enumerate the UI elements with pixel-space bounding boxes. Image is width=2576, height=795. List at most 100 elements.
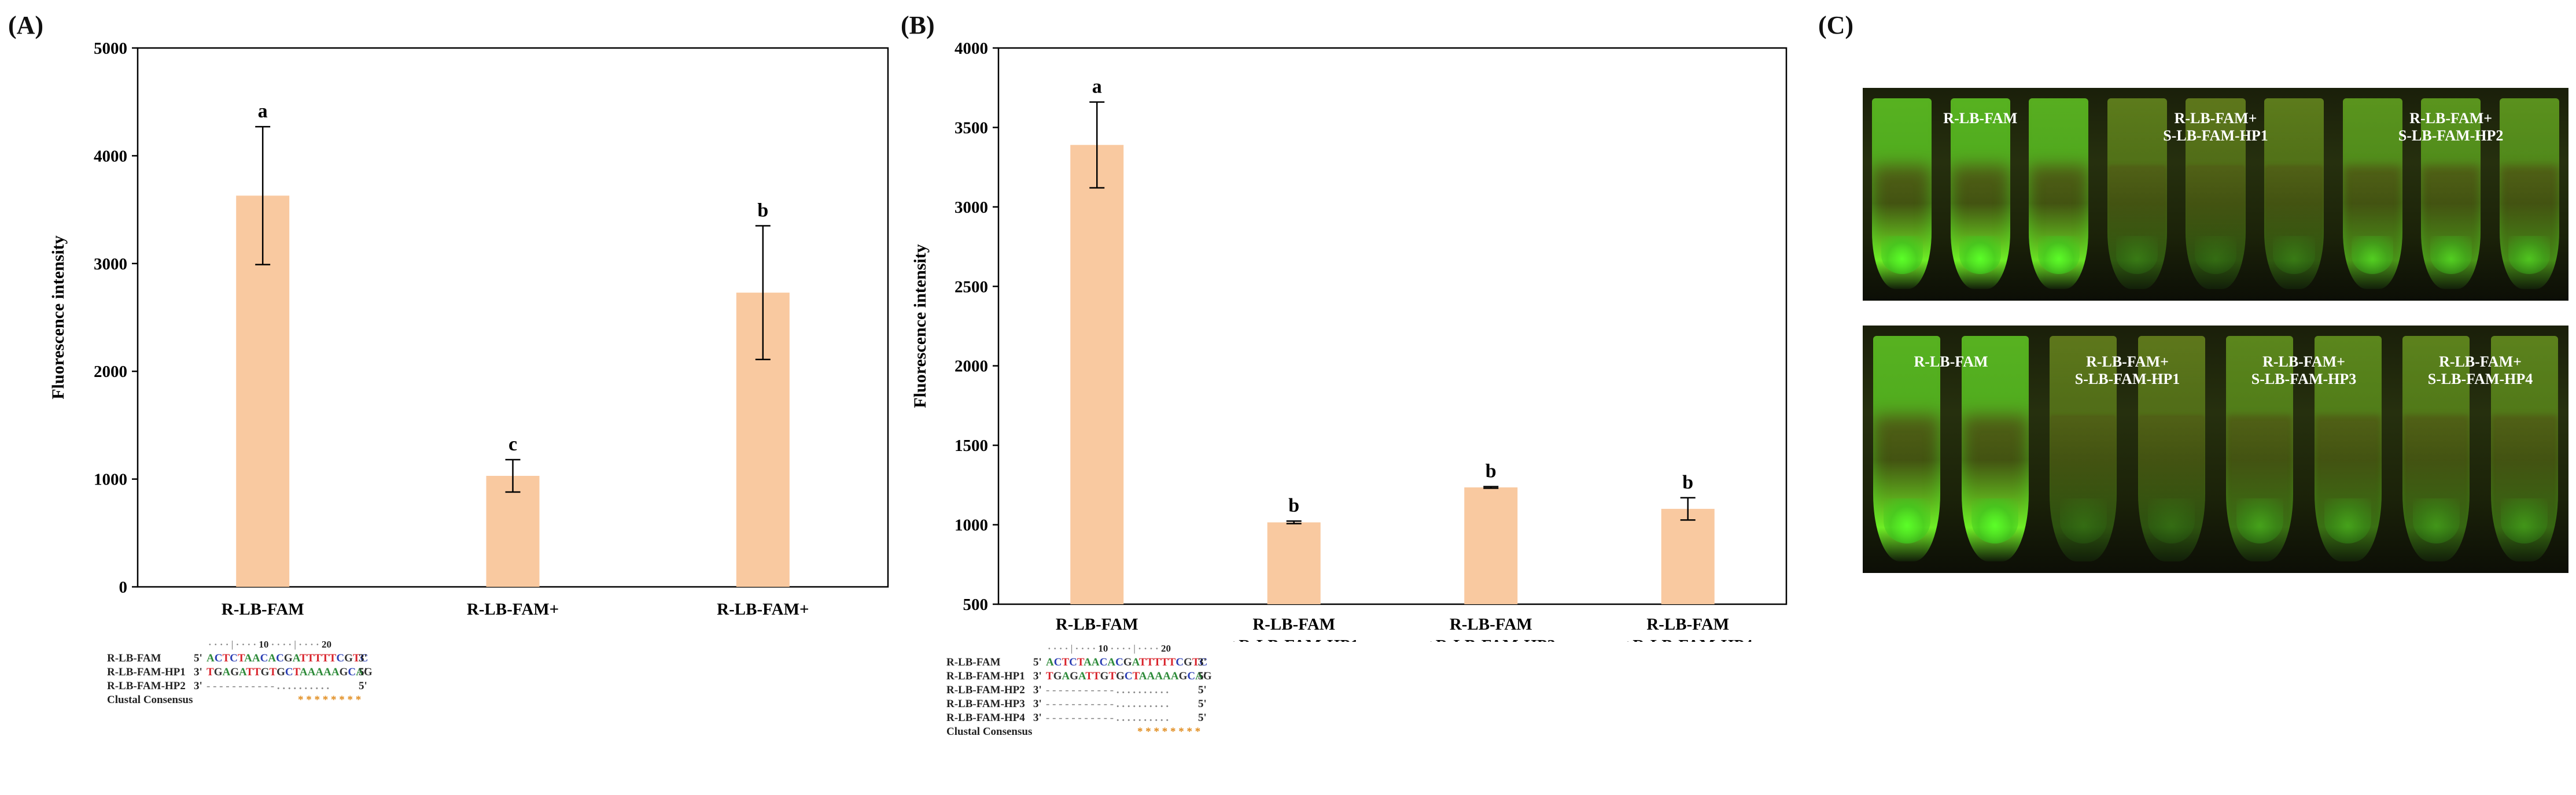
gel-label-line: R-LB-FAM+ — [2174, 110, 2257, 127]
gel-label-line: S-LB-FAM-HP4 — [2427, 371, 2533, 387]
sequence-name: Clustal Consensus — [107, 694, 193, 706]
sequence-suffix: 5' — [1198, 684, 1207, 696]
significance-letter: b — [1288, 495, 1299, 516]
sequence-prefix: 3' — [1033, 712, 1042, 724]
alignment-row: R-LB-FAM 5' ACTCTAACACGATTTTTCGTC 3' — [107, 652, 512, 665]
alignment-row: R-LB-FAM-HP1 3' TGAGATTGTGCTAAAAAGCAG 5' — [946, 670, 1351, 683]
tube-fluorescence — [2148, 498, 2195, 543]
tube-fluorescence — [2430, 235, 2472, 274]
gel-label-line: S-LB-FAM-HP1 — [2163, 127, 2268, 144]
category-label: +R-LB-FAM-HP4 — [1623, 637, 1753, 642]
category-label: +R-LB-FAM-HP3 — [1426, 637, 1556, 642]
alignment-row: R-LB-FAM-HP2 3' - - - - - - - - - - - . . … — [107, 679, 512, 693]
sequence-prefix: 5' — [1033, 656, 1042, 668]
ruler-ticks: · · · · | · · · · — [208, 639, 259, 650]
y-tick-label: 1000 — [94, 471, 127, 489]
tube-fluorescence — [2324, 498, 2372, 543]
gel-label-line: S-LB-FAM-HP3 — [2251, 371, 2357, 387]
category-label: R-LB-FAM-HP1 — [453, 622, 573, 624]
category-label: R-LB-FAM-HP2 — [703, 622, 823, 624]
y-tick-label: 1500 — [955, 437, 988, 455]
alignment-b: · · · · | · · · · 10 · · · · | · · · · 2… — [946, 643, 1421, 782]
sequence-name: Clustal Consensus — [946, 726, 1033, 738]
bar — [1070, 145, 1124, 605]
sequence-prefix: 3' — [194, 680, 202, 692]
ruler-10: 10 — [1098, 643, 1108, 654]
plot-frame — [997, 47, 1788, 605]
sequence-name: R-LB-FAM-HP1 — [107, 666, 186, 678]
alignment-a: · · · · | · · · · 10 · · · · | · · · · 2… — [107, 639, 581, 743]
ruler-ticks: · · · · | · · · · — [268, 639, 322, 650]
alignment-ruler: · · · · | · · · · 10 · · · · | · · · · 2… — [208, 639, 393, 650]
ruler-20: 20 — [321, 639, 331, 650]
sequence-name: R-LB-FAM — [107, 652, 161, 664]
gel-photo-bottom: R-LB-FAM R-LB-FAM+ S-LB-FAM-HP1 R-LB-FAM+ S-… — [1863, 326, 2568, 573]
tube-fluorescence — [1971, 498, 2019, 543]
tube-fluorescence — [2501, 498, 2548, 543]
sequence-text: * * * * * * * * — [298, 694, 362, 706]
tube-fluorescence — [2236, 498, 2283, 543]
tube-fluorescence — [1883, 498, 1930, 543]
bar — [486, 476, 540, 587]
gel-label-line: R-LB-FAM — [1914, 353, 1988, 370]
y-tick-label: 3000 — [955, 198, 988, 217]
tube — [2138, 336, 2205, 561]
y-tick-label: 1000 — [955, 516, 988, 535]
y-tick-label: 2000 — [94, 363, 127, 381]
category-label: R-LB-FAM — [1056, 615, 1138, 634]
sequence-text: TGAGATTGTGCTAAAAAGCAG — [1046, 670, 1212, 682]
sequence-suffix: 3' — [359, 652, 367, 664]
y-tick-label: 500 — [963, 596, 989, 614]
gel-label: R-LB-FAM — [1893, 110, 2067, 127]
tube-fluorescence — [2194, 235, 2237, 274]
alignment-row: Clustal Consensus * * * * * * * * — [107, 693, 512, 707]
gel-label: R-LB-FAM+ S-LB-FAM-HP3 — [2217, 353, 2391, 388]
tube — [2186, 98, 2246, 289]
sequence-text: - - - - - - - - - - - . . . . . . . . . … — [1046, 698, 1169, 710]
sequence-text: - - - - - - - - - - - . . . . . . . . . … — [207, 680, 330, 692]
sequence-prefix: 3' — [1033, 670, 1042, 682]
sequence-prefix: 3' — [194, 666, 202, 678]
y-axis-label: Fluorescence intensity — [49, 235, 68, 400]
alignment-ruler: · · · · | · · · · 10 · · · · | · · · · 2… — [1048, 643, 1233, 655]
sequence-suffix: 5' — [359, 666, 367, 678]
significance-letter: b — [1486, 461, 1497, 482]
significance-letter: b — [1682, 472, 1693, 493]
gel-label-line: R-LB-FAM+ — [2086, 353, 2169, 370]
bar — [1267, 522, 1321, 604]
tube — [2490, 336, 2558, 561]
significance-letter: a — [258, 101, 268, 122]
chart-b: 500 1000 1500 2000 2500 3000 3500 4000 Fluoresce… — [911, 39, 1788, 642]
y-tick-label: 2500 — [955, 278, 988, 296]
panel-label-b: (B) — [901, 11, 935, 39]
alignment-row: R-LB-FAM 5' ACTCTAACACGATTTTTCGTC 3' — [946, 656, 1351, 670]
tube — [2107, 98, 2167, 289]
tube-fluorescence — [2059, 498, 2107, 543]
sequence-text: ACTCTAACACGATTTTTCGTC — [207, 652, 368, 664]
sequence-text: - - - - - - - - - - - . . . . . . . . . … — [1046, 712, 1169, 724]
sequence-name: R-LB-FAM-HP1 — [946, 670, 1025, 682]
y-tick-label: 2000 — [955, 357, 988, 376]
category-label: R-LB-FAM — [1646, 615, 1729, 634]
sequence-name: R-LB-FAM-HP4 — [946, 712, 1025, 724]
ruler-ticks: · · · · | · · · · — [1108, 643, 1161, 654]
tube — [2264, 98, 2324, 289]
tube-fluorescence — [2508, 235, 2551, 274]
gel-label: R-LB-FAM+ S-LB-FAM-HP2 — [2364, 110, 2538, 145]
panel-label-c: (C) — [1818, 11, 1854, 39]
gel-label-line: R-LB-FAM+ — [2409, 110, 2493, 127]
tube-fluorescence — [2037, 235, 2080, 274]
bar — [1661, 509, 1715, 604]
tube-fluorescence — [2273, 235, 2315, 274]
sequence-text: TGAGATTGTGCTAAAAAGCAG — [207, 666, 373, 678]
tube — [2226, 336, 2294, 561]
category-label: R-LB-FAM — [1450, 615, 1532, 634]
y-axis-label: Fluorescence intensity — [911, 244, 930, 408]
gel-label-line: R-LB-FAM+ — [2262, 353, 2345, 370]
gel-label-line: S-LB-FAM-HP2 — [2398, 127, 2504, 144]
gel-label: R-LB-FAM+ S-LB-FAM-HP1 — [2041, 353, 2214, 388]
y-tick-label: 3000 — [94, 255, 127, 273]
alignment-row: Clustal Consensus * * * * * * * * — [946, 725, 1351, 739]
tube-fluorescence — [2412, 498, 2460, 543]
alignment-row: R-LB-FAM-HP3 3' - - - - - - - - - - - . . … — [946, 697, 1351, 711]
